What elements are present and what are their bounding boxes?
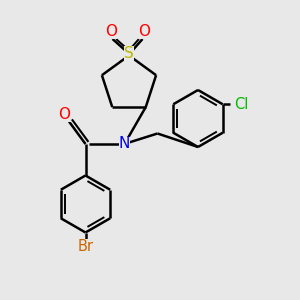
Text: O: O — [138, 24, 150, 39]
Text: Cl: Cl — [234, 97, 249, 112]
Text: S: S — [124, 46, 134, 62]
Text: N: N — [119, 136, 130, 152]
Text: Br: Br — [77, 239, 94, 254]
Text: O: O — [105, 24, 117, 39]
Text: O: O — [58, 107, 70, 122]
